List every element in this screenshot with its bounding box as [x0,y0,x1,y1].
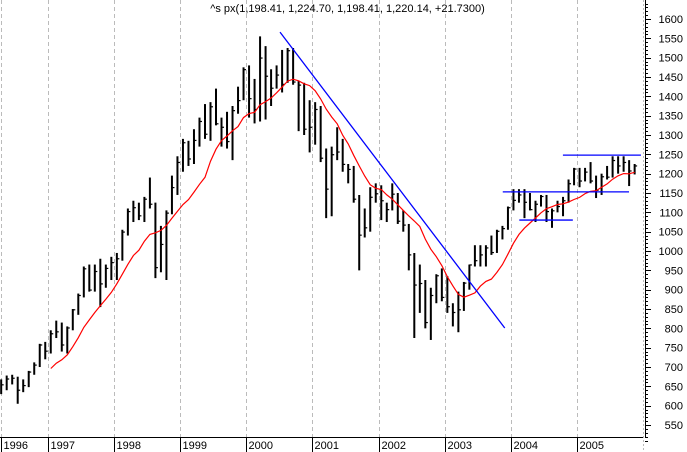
y-tick-label: 1000 [659,246,683,258]
downtrend-line [279,31,506,329]
x-tick-label: 2001 [315,440,339,452]
y-tick-label: 1500 [659,53,683,65]
x-tick-label: 2005 [580,440,604,452]
y-tick-label: 950 [665,265,683,277]
x-tick-label: 2004 [514,440,538,452]
y-tick-label: 850 [665,304,683,316]
y-tick-label: 600 [665,401,683,413]
x-tick-label: 1998 [117,440,141,452]
y-tick-label: 1300 [659,130,683,142]
price-bars [0,36,638,404]
x-tick-label: 2000 [249,440,273,452]
y-tick-label: 1600 [659,14,683,26]
x-tick-label: 2002 [382,440,406,452]
y-tick-label: 1050 [659,227,683,239]
y-tick-label: 700 [665,362,683,374]
y-tick-label: 1200 [659,169,683,181]
chart-title: ^s px(1,198.41, 1,224.70, 1,198.41, 1,22… [210,3,485,15]
y-tick-label: 1450 [659,72,683,84]
x-tick-label: 1996 [4,440,28,452]
y-tick-label: 1550 [659,33,683,45]
x-tick-label: 1999 [183,440,207,452]
y-tick-label: 1350 [659,111,683,123]
x-tick-label: 2003 [448,440,472,452]
y-tick-label: 1400 [659,91,683,103]
y-tick-label: 1250 [659,149,683,161]
moving-average-line [50,78,635,369]
y-tick-label: 800 [665,323,683,335]
y-tick-label: 1100 [659,207,683,219]
y-tick-label: 550 [665,420,683,432]
y-tick-label: 650 [665,381,683,393]
y-tick-label: 900 [665,285,683,297]
x-tick-label: 1997 [51,440,75,452]
y-tick-label: 1150 [659,188,683,200]
y-tick-label: 750 [665,343,683,355]
